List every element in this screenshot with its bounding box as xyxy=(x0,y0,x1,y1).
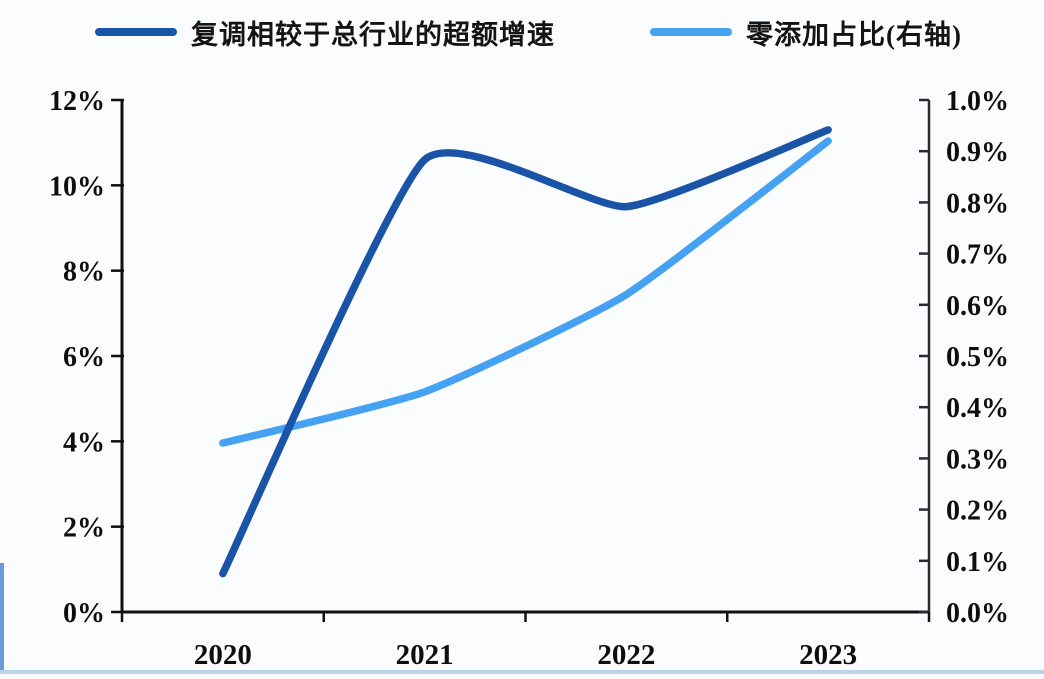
x-axis-year-label: 2020 xyxy=(194,639,252,671)
right-axis-tick-label: 0.2% xyxy=(946,496,1009,527)
series-line-zero-additive-share xyxy=(219,137,832,447)
right-axis-tick-label: 0.6% xyxy=(946,291,1009,322)
left-axis-tick-label: 2% xyxy=(63,513,105,544)
right-axis-tick-label: 0.3% xyxy=(946,444,1009,475)
legend-line-light-icon xyxy=(650,28,732,36)
right-axis-tick-label: 0.0% xyxy=(946,598,1009,629)
right-axis-tick-label: 0.7% xyxy=(946,240,1009,271)
right-axis-tick-label: 0.1% xyxy=(946,547,1009,578)
left-axis-tick-label: 0% xyxy=(63,598,105,629)
legend-item-zero-additive-share: 零添加占比(右轴) xyxy=(650,12,962,52)
bottom-edge-decor xyxy=(0,670,1044,674)
left-axis-tick-label: 6% xyxy=(63,342,105,373)
legend-label-zero-additive-share: 零添加占比(右轴) xyxy=(746,19,962,50)
right-axis-tick-label: 0.8% xyxy=(946,188,1009,219)
legend-item-excess-growth: 复调相较于总行业的超额增速 xyxy=(95,12,555,52)
right-axis-tick-label: 1.0% xyxy=(946,86,1009,117)
legend-line-dark-icon xyxy=(95,28,177,36)
x-axis-year-label: 2023 xyxy=(799,639,857,671)
right-axis-tick-label: 0.4% xyxy=(946,393,1009,424)
right-axis-tick-label: 0.9% xyxy=(946,137,1009,168)
chart-legend: 复调相较于总行业的超额增速 零添加占比(右轴) xyxy=(0,8,1044,56)
x-axis-year-label: 2021 xyxy=(396,639,454,671)
right-axis-tick-label: 0.5% xyxy=(946,342,1009,373)
left-axis-tick-label: 4% xyxy=(63,427,105,458)
series-line-excess-growth xyxy=(219,126,832,578)
left-edge-decor xyxy=(0,563,4,674)
left-axis-tick-label: 12% xyxy=(49,86,105,117)
left-axis-tick-label: 8% xyxy=(63,257,105,288)
left-axis-tick-label: 10% xyxy=(49,171,105,202)
x-axis-year-label: 2022 xyxy=(597,639,655,671)
legend-label-excess-growth: 复调相较于总行业的超额增速 xyxy=(191,19,555,50)
